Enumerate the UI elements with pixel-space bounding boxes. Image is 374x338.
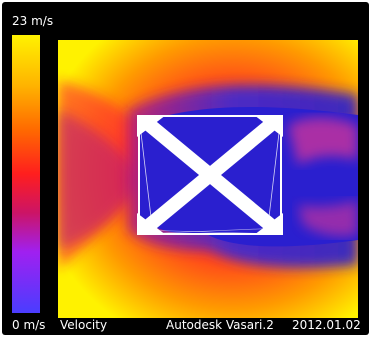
footer-date: 2012.01.02	[292, 318, 361, 332]
plot-title: Velocity	[60, 318, 108, 332]
upstream-magenta-zone	[58, 110, 143, 250]
velocity-field-svg	[58, 40, 358, 318]
wind-velocity-field	[58, 40, 358, 318]
cross-bracing	[137, 115, 283, 235]
legend-min-label: 0 m/s	[12, 318, 46, 332]
wake-edge-lower	[298, 200, 358, 237]
footer-app-name: Autodesk Vasari.2	[166, 318, 274, 332]
legend-max-label: 23 m/s	[12, 14, 54, 28]
velocity-color-scale	[12, 35, 40, 313]
wake-edge-upper	[288, 117, 358, 165]
visualization-frame: 23 m/s 0 m/s Velocity Autodesk Vasari.2 …	[2, 2, 369, 335]
